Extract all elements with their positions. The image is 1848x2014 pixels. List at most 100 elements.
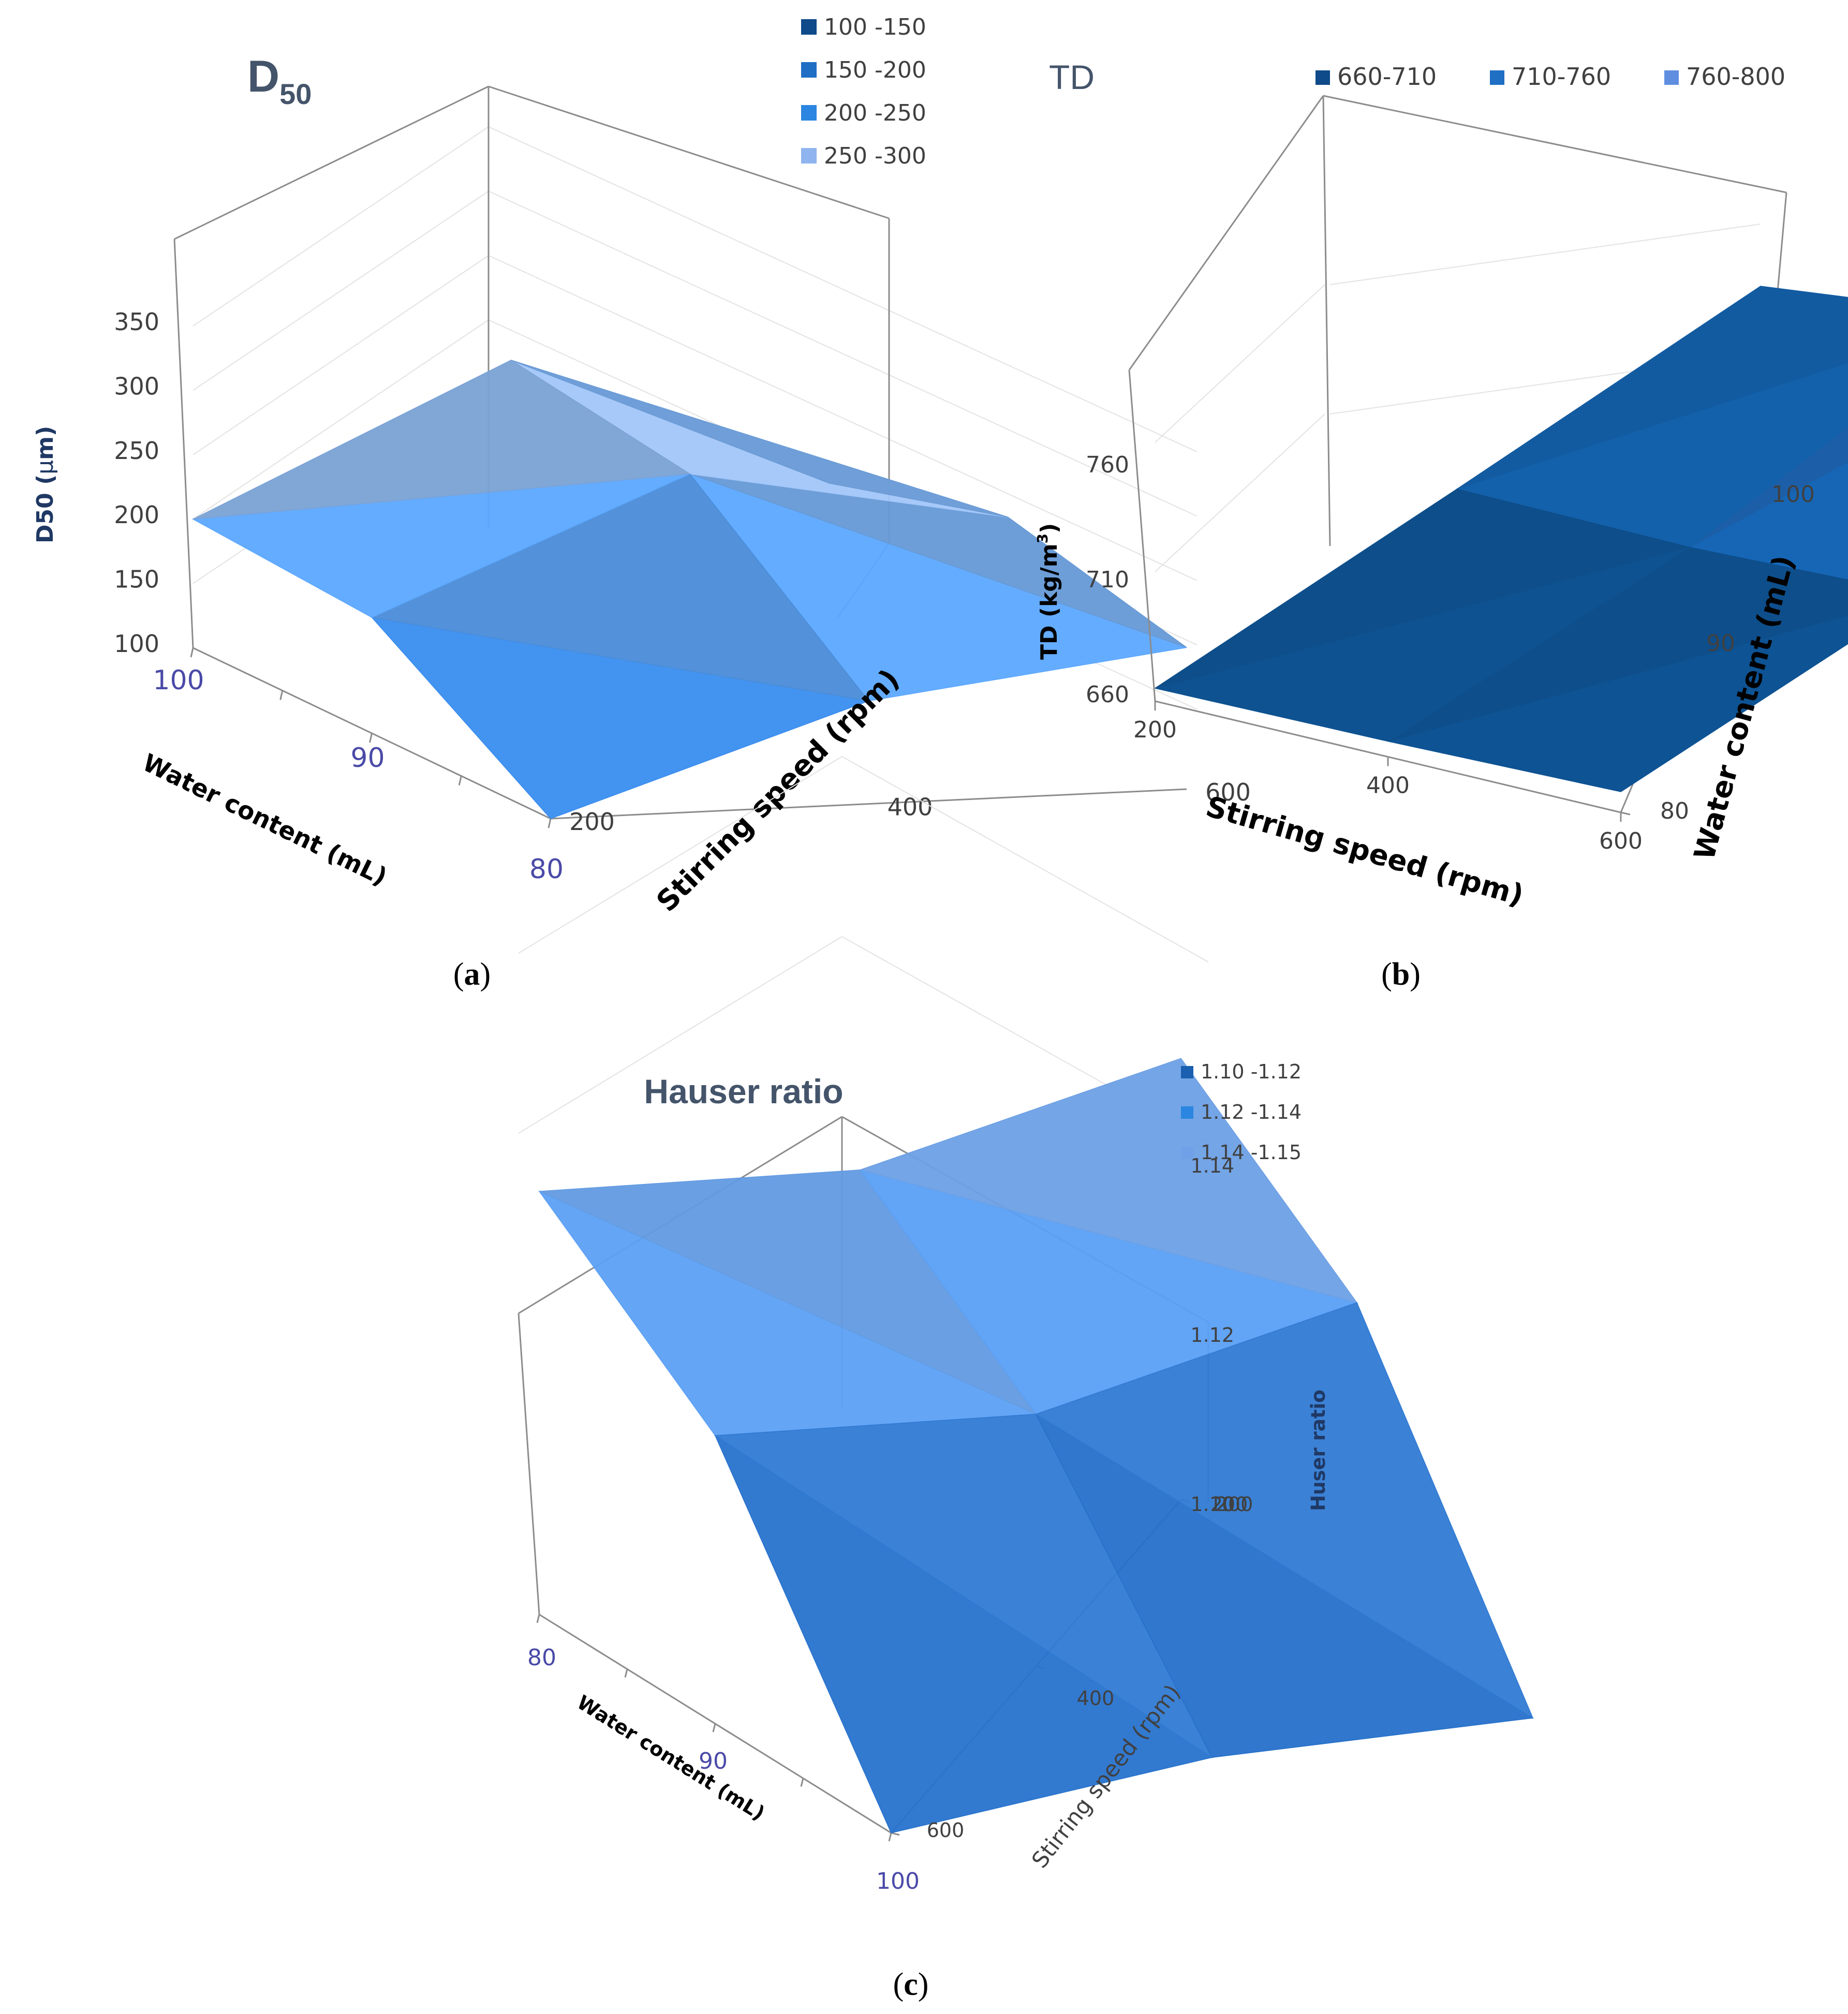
legend-label: 710-760 (1512, 63, 1611, 91)
gridline (1155, 284, 1325, 443)
b-caption: (b) (1381, 957, 1421, 992)
z-tick-label: 250 (114, 437, 159, 465)
tick-mark (279, 690, 284, 700)
legend-swatch (801, 62, 817, 78)
x-tick-label: 80 (527, 1645, 556, 1671)
z-tick-label: 760 (1086, 452, 1129, 478)
y-tick-label: 200 (569, 808, 615, 836)
frame-edge (1323, 95, 1787, 194)
y-tick-label: 100 (1771, 481, 1815, 508)
tick-mark (1620, 811, 1631, 816)
legend-label: 1.10 -1.12 (1201, 1060, 1302, 1083)
frame-edge (550, 788, 1187, 820)
surface-facet (1689, 461, 1848, 580)
tick-mark (891, 1832, 900, 1836)
legend-swatch (1181, 1106, 1193, 1119)
z-tick-label: 350 (114, 308, 159, 336)
legend-swatch (1181, 1147, 1193, 1159)
z-tick-label: 1.14 (1190, 1154, 1234, 1177)
tick-mark (548, 818, 552, 828)
a-surface (191, 360, 1187, 819)
legend-swatch (1664, 70, 1679, 85)
c-x-axis-label: Water content (mL) (573, 1691, 768, 1825)
x-tick-label: 90 (350, 743, 385, 774)
legend-label: 1.14 -1.15 (1201, 1141, 1302, 1164)
legend-label: 100 -150 (824, 14, 926, 40)
tick-mark (712, 1723, 716, 1732)
c-z-axis-label: Huser ratio (1307, 1389, 1329, 1511)
gridline (193, 126, 489, 327)
legend-label: 250 -300 (824, 143, 926, 169)
c-caption: (c) (893, 1967, 929, 2002)
y-tick-label: 400 (1077, 1687, 1115, 1710)
frame-edge (174, 85, 489, 240)
gridline (193, 319, 489, 520)
tick-mark (888, 1832, 892, 1842)
x-tick-label: 200 (1133, 717, 1177, 743)
z-tick-label: 100 (114, 630, 159, 658)
z-tick-label: 300 (114, 372, 159, 400)
b-labels: 660 710 760 200 400 600 80 90 100 (1086, 452, 1815, 854)
tick-mark (800, 1778, 804, 1787)
legend-swatch (1315, 70, 1330, 85)
frame-edge (488, 85, 890, 219)
tick-mark (624, 1669, 628, 1678)
legend-label: 150 -200 (824, 57, 926, 83)
x-tick-label: 100 (153, 665, 204, 696)
legend-label: 760-800 (1686, 63, 1785, 91)
legend-label: 1.12 -1.14 (1201, 1101, 1302, 1123)
gridline (193, 190, 489, 391)
b-title: TD (1049, 58, 1095, 96)
gridline (518, 936, 842, 1134)
tick-mark (369, 733, 373, 743)
y-tick-label: 90 (1706, 630, 1735, 657)
legend-swatch (1181, 1066, 1193, 1078)
z-overlap-label: 200 (1216, 1493, 1253, 1516)
c-legend: 1.10 -1.12 1.12 -1.14 1.14 -1.15 (1181, 1060, 1302, 1164)
legend-swatch (801, 148, 817, 164)
a-legend: 100 -150 150 -200 200 -250 250 -300 (801, 14, 926, 169)
z-tick-label: 1.10 (1190, 1493, 1234, 1516)
y-tick-label: 400 (888, 793, 933, 821)
a-caption: (a) (453, 957, 491, 992)
legend-swatch (1490, 70, 1504, 85)
frame-edge (1128, 95, 1324, 371)
gridline (193, 255, 489, 455)
legend-label: 200 -250 (824, 100, 926, 126)
b-legend: 660-710 710-760 760-800 (1315, 63, 1785, 91)
gridline (488, 255, 1197, 581)
b-surface (1155, 286, 1848, 792)
frame-edge (173, 239, 194, 648)
surface-facet (859, 1058, 1358, 1304)
gridline (1329, 224, 1761, 285)
c-title: Hauser ratio (644, 1072, 843, 1110)
frame-edge (518, 1313, 540, 1615)
tick-mark (458, 776, 462, 786)
z-tick-label: 1.12 (1190, 1324, 1234, 1346)
y-tick-label: 200 (1210, 1493, 1248, 1516)
a-z-axis-label: D50 (μm) (32, 426, 58, 543)
frame-edge (1322, 95, 1331, 546)
x-tick-label: 100 (876, 1868, 920, 1894)
z-tick-label: 200 (114, 501, 159, 529)
surface-facet (193, 360, 691, 520)
y-tick-label: 80 (1660, 798, 1689, 824)
y-tick-label: 600 (1205, 778, 1251, 806)
b-x-axis-label: Stirring speed (rpm) (1202, 790, 1527, 912)
gridline (488, 126, 1197, 452)
gridline (488, 190, 1197, 517)
legend-swatch (801, 105, 817, 121)
tick-mark (190, 647, 194, 658)
surface-facet (511, 360, 1008, 517)
z-tick-label: 710 (1086, 567, 1129, 593)
x-tick-label: 80 (529, 854, 564, 885)
z-tick-label: 660 (1086, 682, 1129, 708)
surface-facet (1035, 1302, 1534, 1719)
b-z-axis-label: TD (kg/m3) (1034, 523, 1062, 660)
